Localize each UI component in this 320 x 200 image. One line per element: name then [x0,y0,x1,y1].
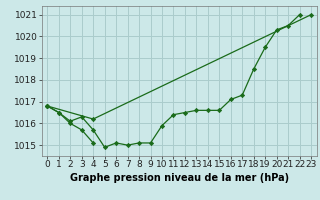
X-axis label: Graphe pression niveau de la mer (hPa): Graphe pression niveau de la mer (hPa) [70,173,289,183]
